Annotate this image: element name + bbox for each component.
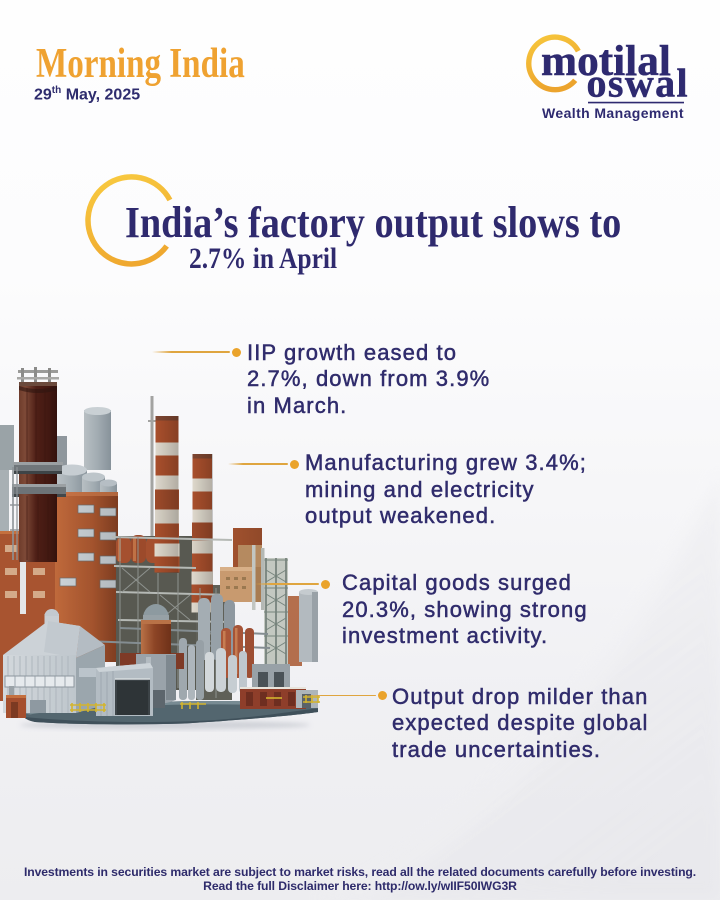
svg-text:motilal: motilal	[541, 37, 671, 85]
svg-text:Wealth Management: Wealth Management	[542, 105, 684, 121]
svg-text:oswal: oswal	[587, 61, 690, 106]
